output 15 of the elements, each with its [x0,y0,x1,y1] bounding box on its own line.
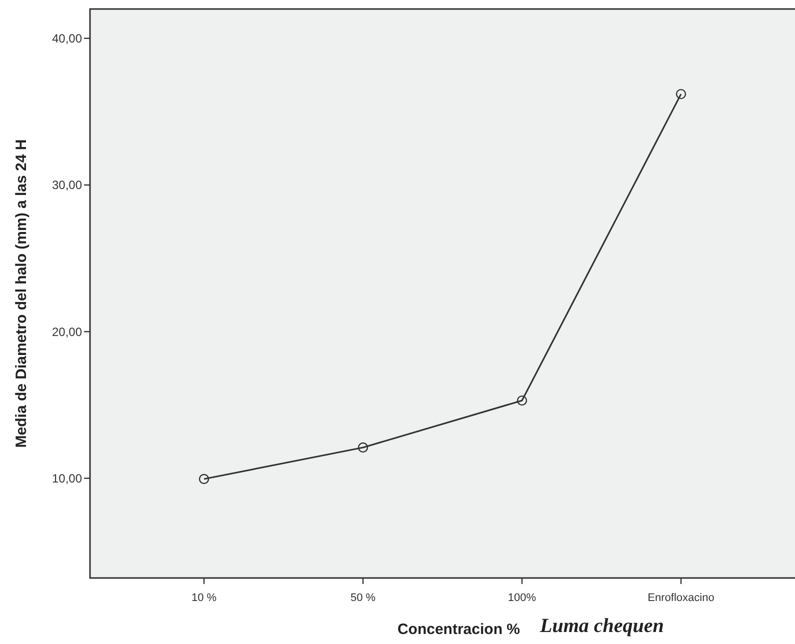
x-tick-label: 50 % [350,592,376,604]
y-tick-label: 20,00 [52,324,82,339]
point [198,474,210,484]
y-tick-label: 40,00 [52,32,82,46]
x-tick-label: 100% [508,592,536,604]
x-axis-title: Concentracion % [397,621,520,638]
point [516,395,528,406]
x-tick-label: 10 % [191,592,217,604]
y-tick-label: 10,00 [52,471,82,486]
text: Luma chequen [539,615,664,637]
x-tick-label: Enrofloxacino [648,592,714,604]
point [358,442,368,453]
y-tick-label: 30,00 [52,178,82,192]
point [676,88,686,100]
y-axis-title: Media de Diametro del halo (mm) a las 24 H [13,139,30,448]
